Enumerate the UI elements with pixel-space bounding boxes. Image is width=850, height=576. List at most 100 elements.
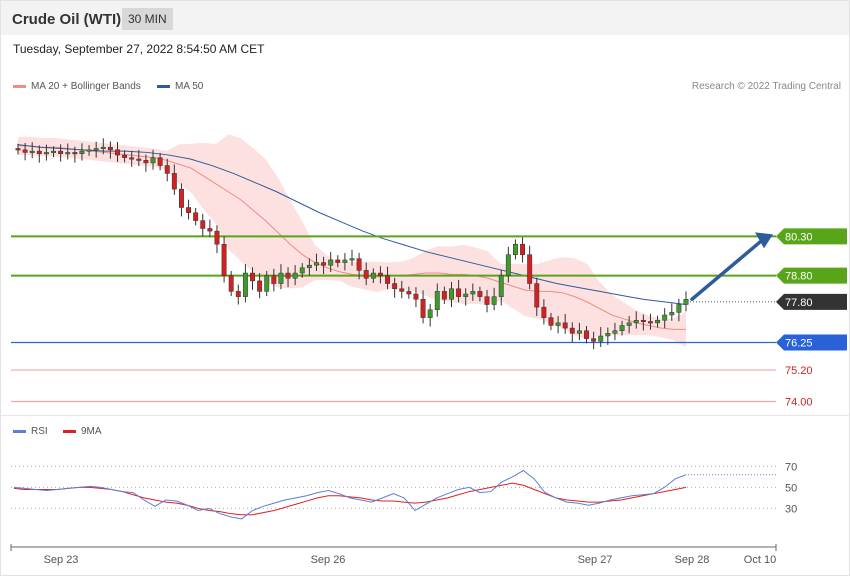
rsi-line bbox=[13, 469, 687, 520]
candle-body bbox=[676, 304, 682, 313]
candle-body bbox=[214, 230, 220, 245]
candle-body bbox=[612, 330, 618, 334]
moving-average-layer bbox=[17, 144, 687, 330]
candle-body bbox=[186, 207, 192, 213]
time-tick-label: Sep 28 bbox=[675, 554, 710, 566]
candle-body bbox=[235, 291, 241, 297]
candle-body bbox=[576, 330, 582, 334]
candle-body bbox=[683, 299, 689, 305]
candle-body bbox=[463, 293, 469, 297]
legend-ma50-label: MA 50 bbox=[175, 81, 204, 92]
timeframe-badge[interactable]: 30 MIN bbox=[122, 8, 173, 30]
legend-ma50: MA 50 bbox=[157, 81, 203, 92]
candle-body bbox=[598, 335, 604, 342]
bollinger-band bbox=[18, 134, 686, 347]
candle-body bbox=[207, 228, 213, 232]
candle-body bbox=[29, 150, 35, 153]
candle-body bbox=[498, 275, 504, 297]
candle-body bbox=[115, 149, 120, 156]
candle-body bbox=[420, 299, 426, 318]
rsi-level-label-70: 70 bbox=[785, 461, 797, 473]
candle-body bbox=[200, 220, 206, 229]
ma50-swatch-icon bbox=[157, 84, 170, 88]
candle-body bbox=[669, 312, 675, 316]
support-tag-76.25 bbox=[776, 334, 847, 351]
candle-body bbox=[242, 272, 248, 297]
candle-body bbox=[100, 146, 106, 149]
candle-body bbox=[377, 272, 383, 276]
candle-body bbox=[356, 258, 362, 271]
ma9-swatch-icon bbox=[63, 429, 76, 433]
candle-body bbox=[65, 152, 71, 155]
candle-body bbox=[619, 325, 625, 331]
candle-body bbox=[86, 149, 92, 152]
candle-body bbox=[264, 275, 270, 292]
candle-body bbox=[129, 157, 135, 160]
report-datetime: Tuesday, September 27, 2022 8:54:50 AM C… bbox=[13, 42, 265, 56]
candle-body bbox=[79, 150, 85, 154]
bollinger-band-layer bbox=[18, 134, 686, 347]
candle-body bbox=[285, 272, 291, 279]
time-tick-label: Sep 23 bbox=[44, 554, 79, 566]
candle-body bbox=[150, 157, 156, 164]
ma20-line bbox=[18, 145, 686, 330]
minor-support-label-74.00: 74.00 bbox=[785, 397, 813, 409]
ma50-line bbox=[17, 144, 687, 306]
candle-body bbox=[640, 319, 646, 322]
resistance-tag-80.30 bbox=[776, 228, 847, 245]
legend-ma20: MA 20 + Bollinger Bands bbox=[13, 81, 141, 92]
candle-body bbox=[221, 243, 227, 276]
candle-body bbox=[633, 319, 639, 324]
candle-body bbox=[505, 254, 511, 276]
candle-body bbox=[278, 272, 284, 284]
rsi-level-label-30: 30 bbox=[785, 503, 797, 515]
candle-body bbox=[257, 280, 263, 292]
candle-body bbox=[93, 148, 99, 151]
candle-body bbox=[392, 283, 398, 290]
candle-body bbox=[193, 212, 199, 221]
candle-body bbox=[648, 321, 653, 324]
candle-body bbox=[491, 296, 497, 305]
chart-header: Crude Oil (WTI) 30 MIN bbox=[1, 1, 849, 35]
candle-body bbox=[136, 158, 142, 161]
candle-body bbox=[562, 322, 568, 329]
candle-body bbox=[470, 291, 476, 295]
candle-body bbox=[51, 150, 56, 153]
candle-body bbox=[321, 262, 327, 266]
candle-body bbox=[15, 148, 21, 151]
candle-body bbox=[548, 317, 554, 326]
candle-body bbox=[456, 288, 462, 297]
candle-body bbox=[484, 296, 490, 305]
candle-body bbox=[449, 288, 454, 300]
candle-body bbox=[72, 152, 78, 155]
candle-body bbox=[58, 150, 64, 154]
candle-body bbox=[228, 275, 234, 292]
candle-body bbox=[43, 152, 49, 155]
current-price-label: 77.80 bbox=[785, 297, 813, 309]
time-tick-label: Oct 10 bbox=[744, 554, 776, 566]
candle-body bbox=[328, 259, 334, 266]
candle-body bbox=[626, 322, 632, 326]
candle-body bbox=[178, 188, 184, 208]
candle-body bbox=[314, 262, 319, 266]
candle-body bbox=[605, 333, 611, 337]
candle-body bbox=[370, 272, 376, 279]
candle-body bbox=[655, 319, 661, 324]
legend-ma20-label: MA 20 + Bollinger Bands bbox=[31, 81, 141, 92]
candle-body bbox=[662, 314, 668, 321]
candle-body bbox=[349, 258, 355, 261]
current-price-tag bbox=[776, 293, 847, 310]
candle-body bbox=[299, 267, 305, 274]
resistance-label-78.80: 78.80 bbox=[785, 271, 813, 283]
candle-body bbox=[385, 275, 390, 284]
price-level-layer: 80.30 78.80 77.80 76.25 75.20 74.00 bbox=[11, 228, 847, 409]
candle-body bbox=[335, 259, 341, 263]
rsi-layer: 70 50 30 bbox=[11, 461, 797, 520]
candle-body bbox=[527, 254, 533, 284]
candle-body bbox=[427, 309, 433, 318]
candle-body bbox=[541, 306, 547, 318]
candle-body bbox=[534, 283, 540, 308]
candle-body bbox=[306, 264, 312, 269]
time-tick-label: Sep 26 bbox=[311, 554, 346, 566]
